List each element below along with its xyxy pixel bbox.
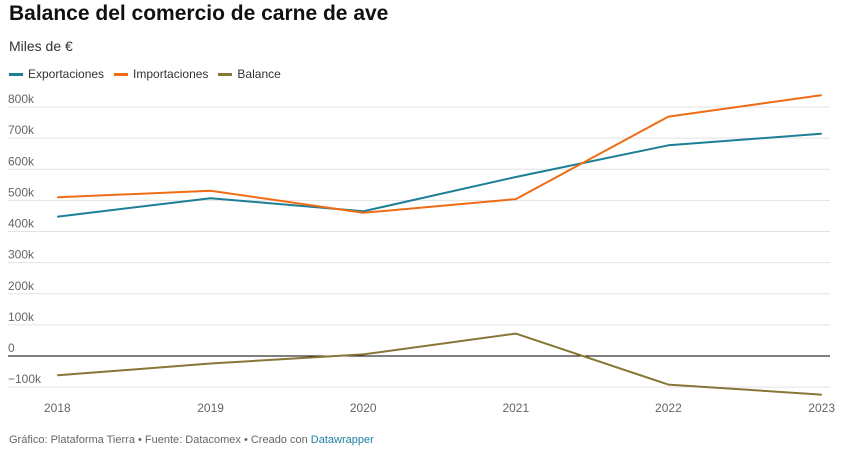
x-tick-label: 2022 [655,401,682,415]
y-tick-label: 300k [8,248,35,262]
x-tick-label: 2023 [808,401,835,415]
x-tick-label: 2019 [197,401,224,415]
y-tick-label: 200k [8,279,35,293]
footer-credits: Gráfico: Plataforma Tierra • Fuente: Dat… [9,434,311,446]
y-tick-label: 0 [8,341,15,355]
series-line-exportaciones [57,132,822,218]
series-line-importaciones [57,94,822,214]
legend-label-importaciones: Importaciones [133,67,209,81]
legend-item-balance: Balance [218,67,281,81]
legend-item-exportaciones: Exportaciones [9,67,104,81]
legend-label-exportaciones: Exportaciones [28,67,105,81]
x-tick-label: 2020 [350,401,377,415]
legend-swatch-exportaciones [9,72,23,76]
datawrapper-link[interactable]: Datawrapper [310,434,374,446]
y-tick-label: 100k [8,310,35,324]
legend: Exportaciones Importaciones Balance [9,67,281,81]
footer: Gráfico: Plataforma Tierra • Fuente: Dat… [9,434,374,446]
chart-subtitle: Miles de € [9,38,73,54]
y-tick-label: 700k [8,123,35,137]
legend-swatch-balance [218,72,233,76]
chart-title: Balance del comercio de carne de ave [9,2,389,25]
x-tick-label: 2018 [44,401,71,415]
y-tick-label: 400k [8,217,35,231]
y-tick-label: 600k [8,154,35,168]
legend-item-importaciones: Importaciones [114,67,208,81]
legend-label-balance: Balance [237,67,281,81]
series-line-balance [57,332,822,396]
y-tick-label: −100k [8,372,42,386]
y-tick-label: 800k [8,92,35,106]
x-tick-label: 2021 [502,401,529,415]
legend-swatch-importaciones [114,72,129,76]
y-tick-label: 500k [8,185,35,199]
